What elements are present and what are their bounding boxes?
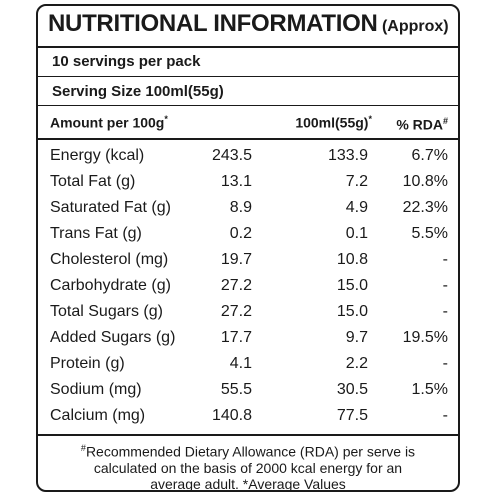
per-serve-value: 10.8 — [336, 251, 368, 268]
rda-value: 5.5% — [411, 225, 448, 242]
per-100g-value: 8.9 — [229, 199, 252, 216]
rda-footnote: #Recommended Dietary Allowance (RDA) per… — [42, 440, 454, 492]
panel-title: NUTRITIONAL INFORMATION (Approx) — [48, 10, 456, 46]
rda-value: - — [442, 407, 448, 424]
rda-header: % RDA# — [396, 116, 448, 133]
table-row: Total Sugars (g) 27.2 15.0 - — [38, 301, 458, 327]
per-100g-value: 19.7 — [220, 251, 252, 268]
footnote-line-3: average adult. *Average Values — [150, 475, 346, 492]
per-serve-label: 100ml(55g) — [295, 114, 369, 131]
nutrient-name: Total Fat (g) — [50, 173, 136, 190]
serving-size: Serving Size 100ml(55g) — [52, 83, 224, 100]
per-100g-value: 0.2 — [229, 225, 252, 242]
nutrient-name: Calcium (mg) — [50, 407, 146, 424]
nutrition-facts-panel: NUTRITIONAL INFORMATION (Approx) 10 serv… — [36, 4, 460, 492]
per-100g-value: 4.1 — [229, 355, 252, 372]
rda-value: - — [442, 303, 448, 320]
footnote-mark: # — [80, 443, 86, 453]
title-divider — [38, 46, 458, 48]
nutrient-name: Sodium (mg) — [50, 381, 142, 398]
table-row: Protein (g) 4.1 2.2 - — [38, 353, 458, 379]
header-divider — [38, 138, 458, 140]
nutrient-name: Protein (g) — [50, 355, 125, 372]
per-100g-value: 243.5 — [211, 147, 252, 164]
rda-value: - — [442, 251, 448, 268]
rda-value: - — [442, 277, 448, 294]
per-100g-value: 140.8 — [211, 407, 252, 424]
table-row: Added Sugars (g) 17.7 9.7 19.5% — [38, 327, 458, 353]
servings-per-pack: 10 servings per pack — [52, 53, 201, 70]
footnote-divider — [38, 434, 458, 436]
footnote-line-1: #Recommended Dietary Allowance (RDA) per… — [42, 440, 454, 460]
table-row: Saturated Fat (g) 8.9 4.9 22.3% — [38, 197, 458, 223]
rda-label: % RDA — [396, 116, 443, 133]
table-row: Carbohydrate (g) 27.2 15.0 - — [38, 275, 458, 301]
rda-value: 1.5% — [411, 381, 448, 398]
per-serve-value: 133.9 — [327, 147, 368, 164]
per-100g-value: 27.2 — [220, 303, 252, 320]
rda-mark: # — [442, 116, 448, 126]
per-100g-value: 27.2 — [220, 277, 252, 294]
rda-value: 10.8% — [402, 173, 448, 190]
per-100g-value: 13.1 — [220, 173, 252, 190]
servings-divider — [38, 76, 458, 77]
amount-mark: * — [164, 114, 168, 124]
per-serve-value: 4.9 — [345, 199, 368, 216]
per-100g-value: 55.5 — [220, 381, 252, 398]
per-serve-value: 7.2 — [345, 173, 368, 190]
amount-per-100g-label: Amount per 100g — [50, 114, 165, 131]
serve-mark: * — [368, 114, 372, 124]
table-row: Total Fat (g) 13.1 7.2 10.8% — [38, 171, 458, 197]
per-serve-value: 15.0 — [336, 277, 368, 294]
per-serve-value: 2.2 — [345, 355, 368, 372]
per-100g-value: 17.7 — [220, 329, 252, 346]
nutrient-name: Energy (kcal) — [50, 147, 145, 164]
nutrient-name: Trans Fat (g) — [50, 225, 142, 242]
footnote-line-1-text: Recommended Dietary Allowance (RDA) per … — [85, 443, 416, 460]
table-row: Trans Fat (g) 0.2 0.1 5.5% — [38, 223, 458, 249]
table-row: Calcium (mg) 140.8 77.5 - — [38, 405, 458, 431]
table-row: Energy (kcal) 243.5 133.9 6.7% — [38, 145, 458, 171]
nutrient-name: Cholesterol (mg) — [50, 251, 169, 268]
per-serve-value: 30.5 — [336, 381, 368, 398]
nutrient-name: Carbohydrate (g) — [50, 277, 171, 294]
rda-value: 6.7% — [411, 147, 448, 164]
rda-value: - — [442, 355, 448, 372]
amount-per-100g-header: Amount per 100g* — [50, 114, 168, 131]
per-serve-header: 100ml(55g)* — [295, 114, 372, 131]
nutrient-name: Total Sugars (g) — [50, 303, 163, 320]
nutrient-name: Saturated Fat (g) — [50, 199, 171, 216]
rda-value: 19.5% — [402, 329, 448, 346]
per-serve-value: 77.5 — [336, 407, 368, 424]
footnote-line-2: calculated on the basis of 2000 kcal ene… — [93, 459, 403, 476]
title-text: NUTRITIONAL INFORMATION — [48, 10, 378, 37]
nutrient-name: Added Sugars (g) — [50, 329, 176, 346]
per-serve-value: 0.1 — [345, 225, 368, 242]
table-row: Sodium (mg) 55.5 30.5 1.5% — [38, 379, 458, 405]
serving-size-divider — [38, 105, 458, 106]
table-row: Cholesterol (mg) 19.7 10.8 - — [38, 249, 458, 275]
title-suffix: (Approx) — [381, 18, 449, 35]
rda-value: 22.3% — [402, 199, 448, 216]
per-serve-value: 9.7 — [345, 329, 368, 346]
per-serve-value: 15.0 — [336, 303, 368, 320]
